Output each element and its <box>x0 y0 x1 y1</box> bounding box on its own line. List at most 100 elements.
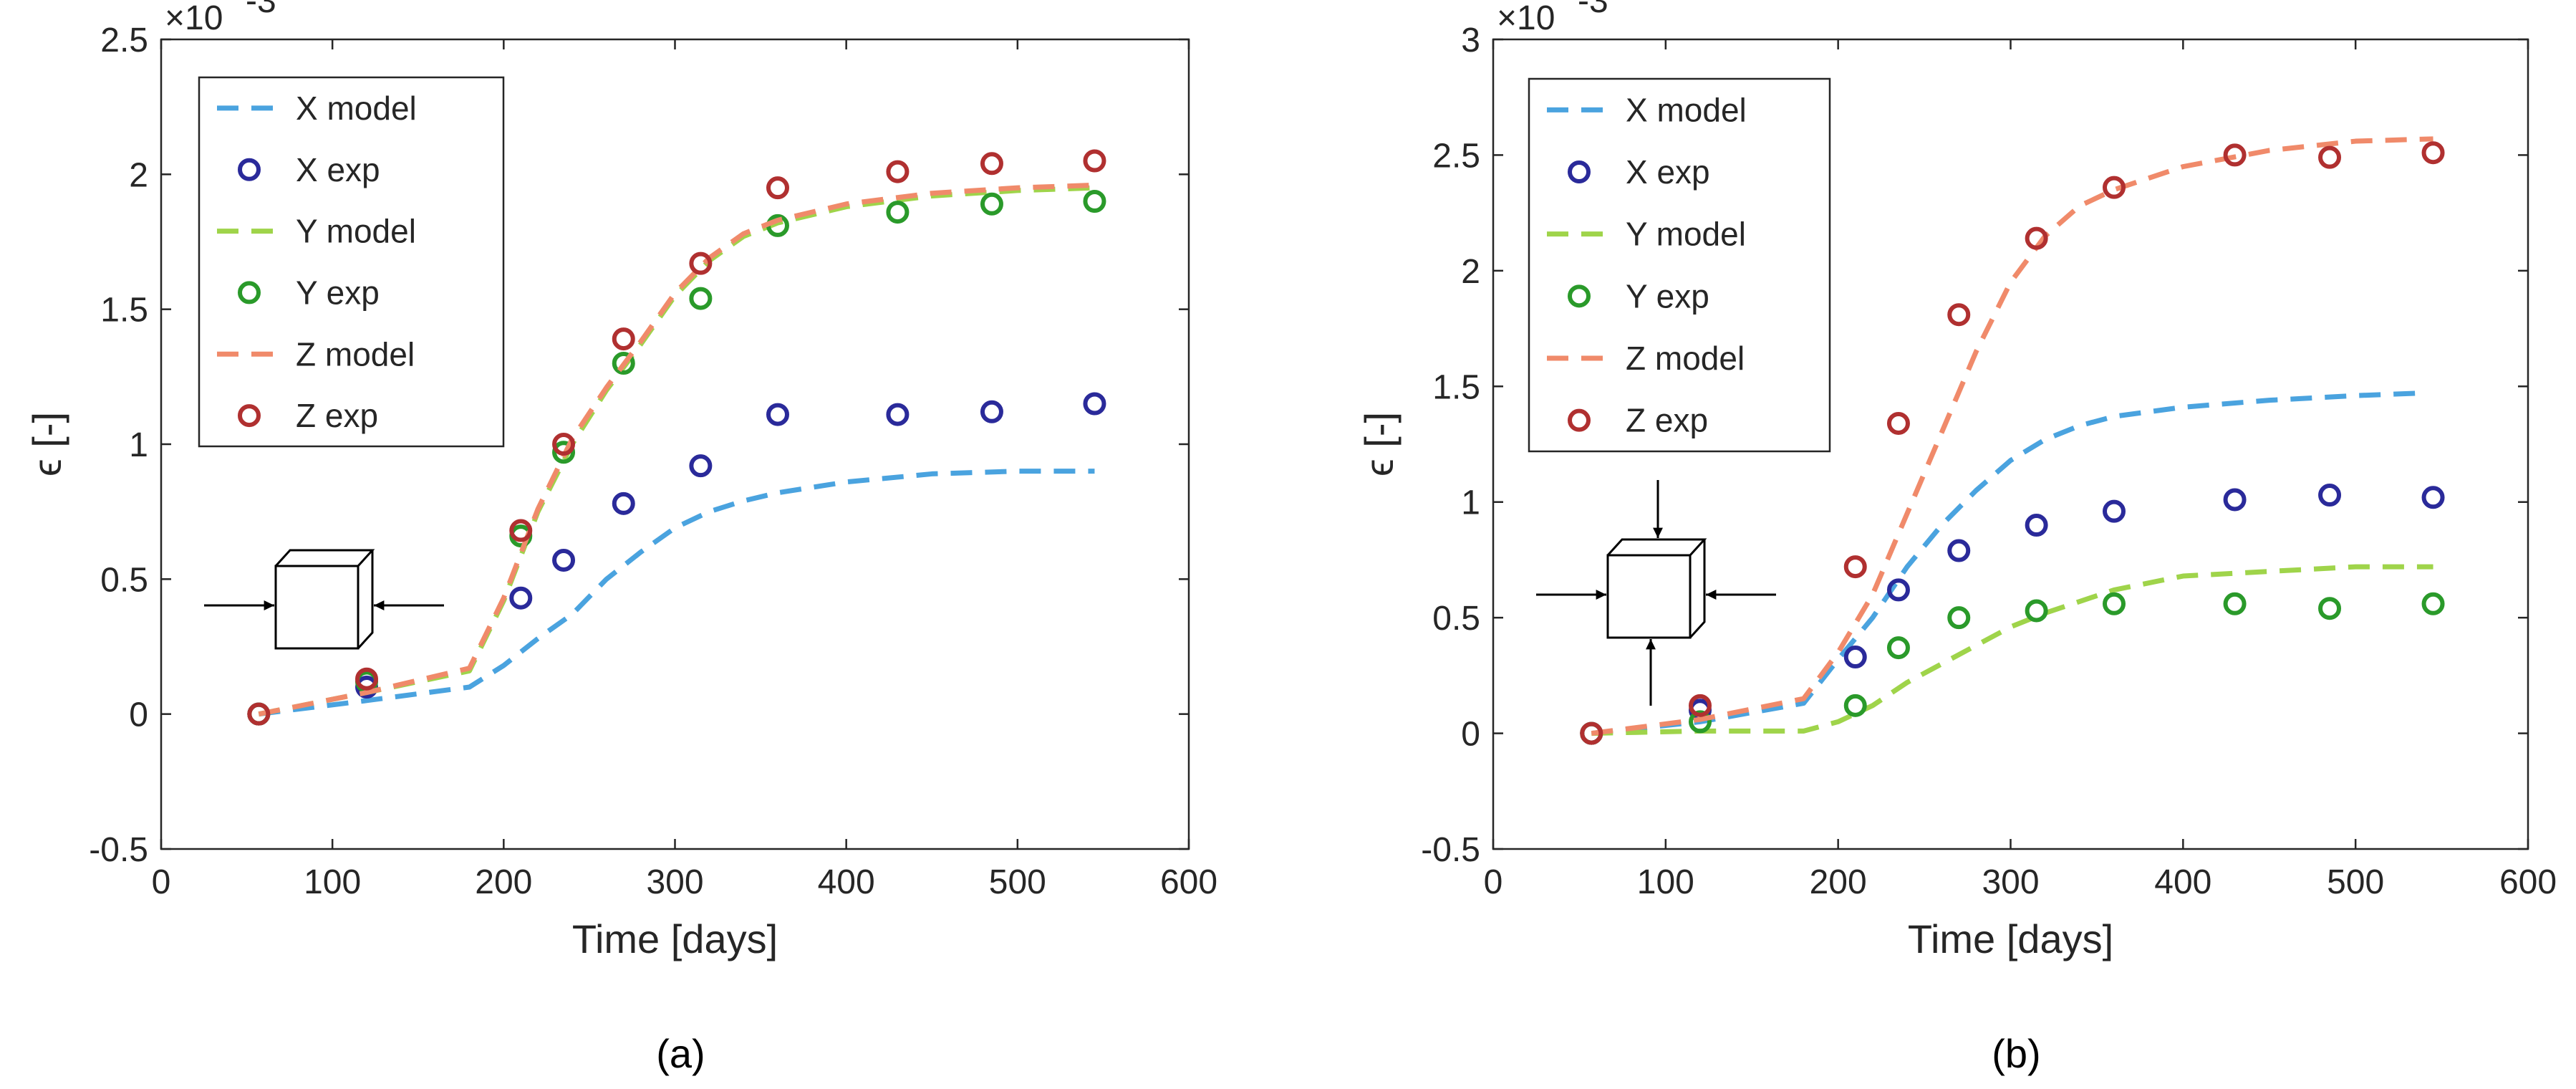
arrow-top-load-head <box>1653 527 1663 538</box>
cube-top-face <box>1606 538 1707 557</box>
chart-panel-b: 0 100 200 300 400 500 600-0.500.511.522.53Time… <box>1356 0 2557 1076</box>
data-point <box>1083 190 1106 213</box>
data-point <box>2103 592 2126 615</box>
data-point <box>552 433 576 456</box>
legend-entry: X model <box>1626 91 1747 128</box>
legend-entry: Y model <box>1626 216 1746 253</box>
data-point <box>355 667 378 691</box>
data-point <box>2318 597 2342 620</box>
data-point <box>1886 578 1910 602</box>
y-tick-label: 1.5 <box>100 292 148 330</box>
legend-swatch-marker <box>238 404 261 428</box>
data-point <box>1083 149 1106 173</box>
data-point <box>886 403 910 426</box>
data-point <box>1947 539 1971 562</box>
figure-caption: (b) <box>1992 1031 2040 1076</box>
x-tick-label: 100 <box>1637 863 1694 901</box>
x-tick-label: 100 <box>304 863 361 901</box>
data-point <box>2421 592 2445 615</box>
y-tick-label: 1 <box>129 426 148 464</box>
legend-entry: Z exp <box>1626 402 1708 439</box>
data-point <box>1947 606 1971 630</box>
data-point <box>552 548 576 572</box>
data-point <box>980 400 1003 423</box>
legend <box>1528 77 1831 453</box>
legend-entry: Z model <box>296 335 415 373</box>
y-tick-label: -0.5 <box>1421 831 1480 869</box>
arrow-right-load-head <box>374 600 385 610</box>
data-point <box>689 251 713 275</box>
x-tick-label: 200 <box>1810 863 1867 901</box>
series-line-0 <box>258 469 1095 717</box>
data-point <box>2025 514 2048 537</box>
data-point <box>766 403 789 426</box>
x-axis-label: Time [days] <box>572 916 778 961</box>
y-exponent: -3 <box>1578 0 1608 20</box>
y-tick-label: 2.5 <box>1432 137 1480 175</box>
y-tick-label: 0 <box>1461 716 1480 754</box>
legend-entry: Y exp <box>296 274 380 311</box>
data-point <box>886 160 910 183</box>
legend-entry: Z model <box>1626 340 1745 377</box>
legend-entry: Y exp <box>1626 277 1709 315</box>
x-tick-label: 300 <box>1982 863 2039 901</box>
data-point <box>509 519 533 542</box>
legend-entry: X model <box>296 90 417 127</box>
x-tick-label: 400 <box>818 863 875 901</box>
data-point <box>1886 411 1910 435</box>
x-tick-label: 500 <box>989 863 1046 901</box>
y-tick-label: 1 <box>1461 484 1480 522</box>
cube-side-face <box>1689 539 1706 639</box>
data-point <box>1843 694 1867 717</box>
data-point <box>509 586 533 610</box>
data-point <box>766 176 789 200</box>
data-point <box>2421 486 2445 509</box>
arrow-right-load-head <box>1706 590 1717 600</box>
y-tick-label: 2 <box>129 156 148 194</box>
y-tick-label: 0.5 <box>100 561 148 599</box>
data-point <box>1083 392 1106 416</box>
x-tick-label: 600 <box>2499 863 2557 901</box>
legend-entry: X exp <box>1626 153 1710 191</box>
x-tick-label: 300 <box>646 863 703 901</box>
series-line-0 <box>1591 390 2416 737</box>
data-point <box>612 327 635 351</box>
arrow-left-load-head <box>1596 590 1606 600</box>
legend-swatch-marker <box>238 281 261 304</box>
data-point <box>2318 484 2342 507</box>
x-tick-label: 0 <box>1484 863 1503 901</box>
y-tick-label: -0.5 <box>89 831 148 869</box>
data-point <box>980 192 1003 216</box>
data-point <box>1843 555 1867 579</box>
y-tick-label: 0.5 <box>1432 600 1480 638</box>
arrow-bottom-load-head <box>1646 639 1656 650</box>
data-point <box>1689 710 1712 734</box>
data-point <box>552 441 576 464</box>
x-tick-label: 200 <box>475 863 532 901</box>
data-point <box>612 491 635 515</box>
data-point <box>980 152 1003 176</box>
cube-top-face <box>274 549 375 567</box>
data-point <box>689 287 713 310</box>
data-point <box>2223 488 2247 512</box>
legend-swatch-marker <box>1568 160 1591 183</box>
legend <box>198 76 505 448</box>
x-tick-label: 0 <box>152 863 171 901</box>
legend-entry: Y model <box>296 213 416 250</box>
cube-side-face <box>357 550 374 650</box>
chart-panel-a: 0 100 200 300 400 500 600-0.500.511.522.5Time … <box>24 0 1217 1076</box>
legend-swatch-marker <box>238 158 261 181</box>
data-point <box>2223 143 2247 167</box>
y-tick-label: 1.5 <box>1432 368 1480 406</box>
data-point <box>2318 145 2342 169</box>
x-tick-label: 600 <box>1160 863 1217 901</box>
data-point <box>1843 646 1867 669</box>
data-point <box>2025 226 2048 250</box>
y-axis-label: ϵ [-] <box>24 412 69 476</box>
y-tick-label: 2 <box>1461 253 1480 291</box>
arrow-left-load-head <box>264 600 274 610</box>
data-point <box>886 201 910 224</box>
legend-swatch-marker <box>1568 284 1591 308</box>
data-point <box>1689 694 1712 717</box>
